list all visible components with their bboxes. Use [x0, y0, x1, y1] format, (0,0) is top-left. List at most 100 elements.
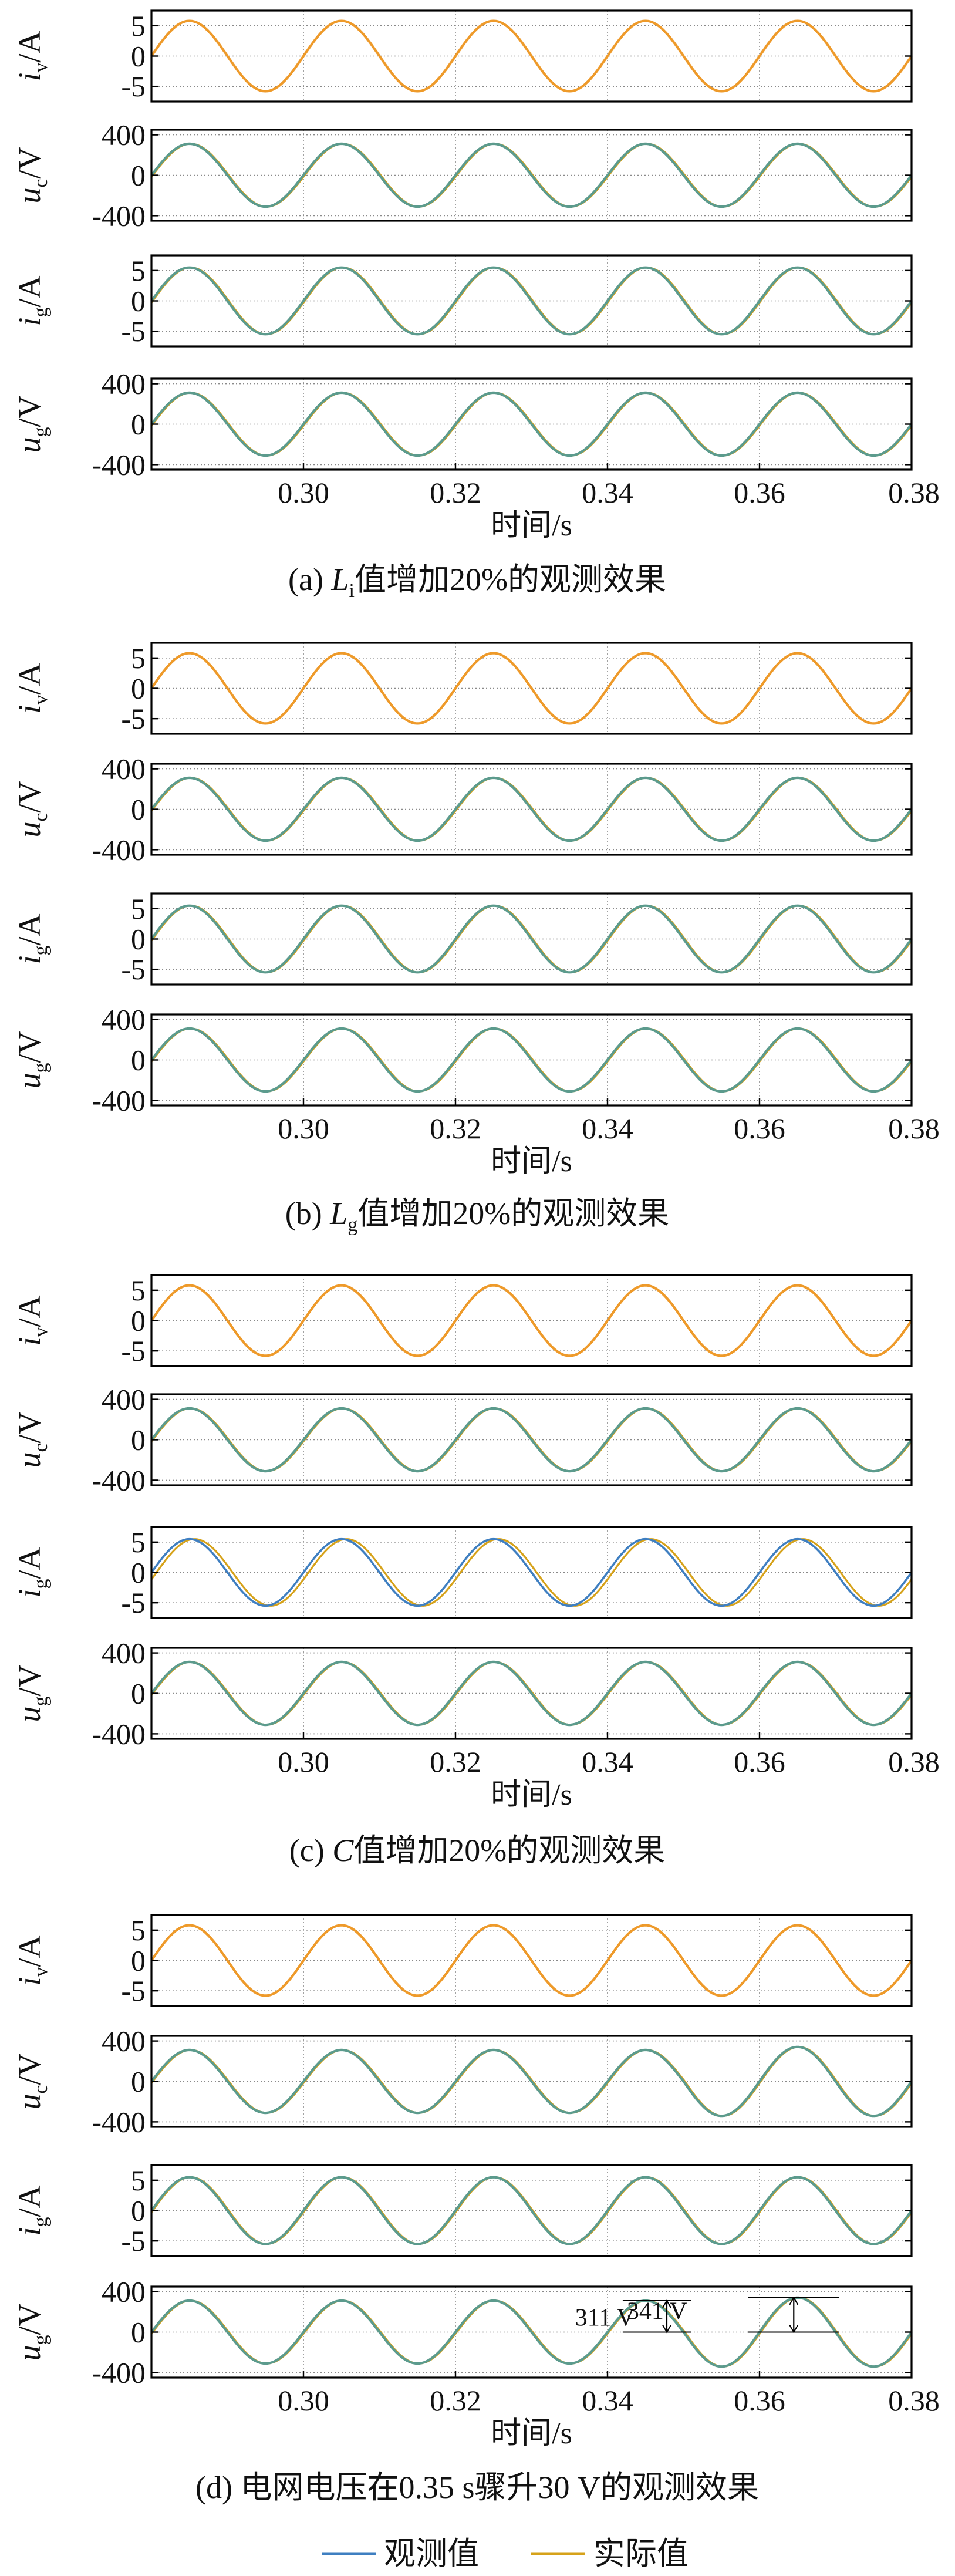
caption-part-sub: g [347, 1214, 357, 1236]
chart-a-iv: 50-5 iv/A [12, 9, 913, 103]
y-axis-label: ug/V [12, 2303, 52, 2361]
y-tick-label: 0 [131, 40, 146, 73]
x-axis-label: 时间/s [491, 509, 572, 542]
y-axis-unit: /A [12, 1295, 47, 1327]
y-axis-subscript: c [30, 2085, 52, 2093]
x-tick-label: 0.36 [734, 2384, 785, 2417]
y-tick-label: -5 [121, 953, 146, 986]
y-tick-label: 400 [102, 1637, 146, 1670]
annotation-label: 311 V [575, 2305, 635, 2332]
y-tick-label: 400 [102, 119, 146, 151]
y-axis-unit: /V [12, 781, 47, 812]
chart-d-ig: 50-5 ig/A [12, 2164, 913, 2257]
y-axis-unit: /V [12, 1411, 47, 1443]
chart-a-uc: 400 0 -400 uc/V [12, 119, 913, 232]
y-axis-symbol: u [12, 1073, 47, 1089]
y-axis-subscript: g [30, 1579, 52, 1589]
y-axis-symbol: i [12, 2227, 47, 2236]
y-axis-unit: /A [12, 1935, 47, 1967]
y-axis-subscript: c [30, 1443, 52, 1452]
x-tick-label: 0.34 [582, 1112, 633, 1145]
series-observed-line [150, 776, 913, 842]
caption-part-text: 电网电压在0.35 s骤升30 V的观测效果 [240, 2470, 759, 2505]
annotation-arrowhead [789, 2324, 799, 2334]
y-axis-unit: /V [12, 1031, 47, 1063]
y-tick-label: 0 [131, 1044, 146, 1077]
y-axis-unit: /V [12, 1664, 47, 1696]
y-axis-unit: /A [12, 913, 47, 945]
y-tick-label: 400 [102, 753, 146, 785]
series-observed-line [150, 2176, 913, 2245]
y-axis-label: uc/V [12, 781, 52, 837]
caption-part-sym: C [332, 1833, 354, 1868]
x-tick-label: 0.34 [582, 1745, 633, 1778]
y-tick-label: -400 [92, 1717, 146, 1750]
y-axis-unit: /A [12, 275, 47, 307]
y-axis-unit: /A [12, 31, 47, 62]
legend-label: 观测值 [384, 2536, 479, 2571]
annotation-label: 341 V [627, 2298, 687, 2325]
y-tick-label: -5 [121, 1334, 146, 1367]
y-axis-label: ig/A [12, 913, 52, 964]
x-tick-label: 0.30 [278, 1112, 329, 1145]
y-tick-label: 0 [131, 1944, 146, 1977]
y-tick-label: 400 [102, 2275, 146, 2308]
y-tick-label: 0 [131, 793, 146, 826]
y-tick-label: 0 [131, 1556, 146, 1589]
y-axis-subscript: v [30, 1327, 52, 1337]
y-axis-symbol: u [12, 2094, 47, 2110]
y-axis-subscript: g [30, 2335, 52, 2345]
y-tick-label: 400 [102, 1003, 146, 1036]
x-tick-label: 0.38 [888, 476, 940, 509]
y-axis-label: uc/V [12, 147, 52, 203]
y-tick-label: -5 [121, 1974, 146, 2007]
x-tick-label: 0.30 [278, 2384, 329, 2417]
y-axis-symbol: i [12, 1977, 47, 1985]
x-tick-label: 0.32 [430, 1112, 481, 1145]
y-tick-label: -400 [92, 1464, 146, 1496]
y-axis-subscript: g [30, 1697, 52, 1707]
y-tick-label: 0 [131, 923, 146, 956]
caption-part-text: 值增加20%的观测效果 [353, 1833, 665, 1868]
y-tick-label: 5 [131, 254, 146, 287]
chart-c-iv: 50-5 iv/A [12, 1274, 913, 1367]
y-tick-label: -400 [92, 199, 146, 232]
x-tick-label: 0.30 [278, 476, 329, 509]
y-tick-label: 0 [131, 1304, 146, 1337]
y-tick-label: 5 [131, 1914, 146, 1947]
series-observed-line [150, 904, 913, 974]
chart-b-iv: 50-5 iv/A [12, 642, 913, 735]
caption-part-sub: i [349, 580, 355, 602]
caption-part-text: 值增加20%的观测效果 [355, 562, 666, 597]
y-axis-subscript: g [30, 1063, 52, 1073]
y-tick-label: 0 [131, 2194, 146, 2227]
annotation-arrowhead [789, 2296, 799, 2305]
x-axis-label: 时间/s [491, 1145, 572, 1178]
y-axis-symbol: i [12, 72, 47, 81]
caption-d: (d) 电网电压在0.35 s骤升30 V的观测效果 [195, 2470, 759, 2505]
y-axis-subscript: g [30, 2217, 52, 2227]
series-observed-line [150, 19, 913, 93]
chart-d-uc: 400 0 -400 uc/V [12, 2025, 913, 2138]
y-tick-label: -400 [92, 448, 146, 481]
x-tick-label: 0.38 [888, 1745, 940, 1778]
x-axis-label: 时间/s [491, 1778, 572, 1812]
series-observed-line [150, 391, 913, 457]
y-tick-label: 0 [131, 408, 146, 441]
chart-a-ig: 50-5 ig/A [12, 254, 913, 348]
y-tick-label: 0 [131, 2065, 146, 2098]
y-axis-label: ug/V [12, 395, 52, 453]
x-tick-label: 0.36 [734, 1112, 785, 1145]
chart-b-uc: 400 0 -400 uc/V [12, 753, 913, 866]
y-axis-symbol: u [12, 437, 47, 453]
y-axis-subscript: v [30, 694, 52, 704]
series-observed-line [150, 1537, 913, 1607]
y-axis-label: ug/V [12, 1031, 52, 1088]
annotation-arrowhead [662, 2324, 671, 2334]
chart-d-iv: 50-5 iv/A [12, 1914, 913, 2007]
y-tick-label: -400 [92, 2105, 146, 2138]
y-tick-label: 0 [131, 159, 146, 192]
y-axis-unit: /A [12, 663, 47, 694]
y-axis-label: iv/A [12, 1295, 52, 1346]
